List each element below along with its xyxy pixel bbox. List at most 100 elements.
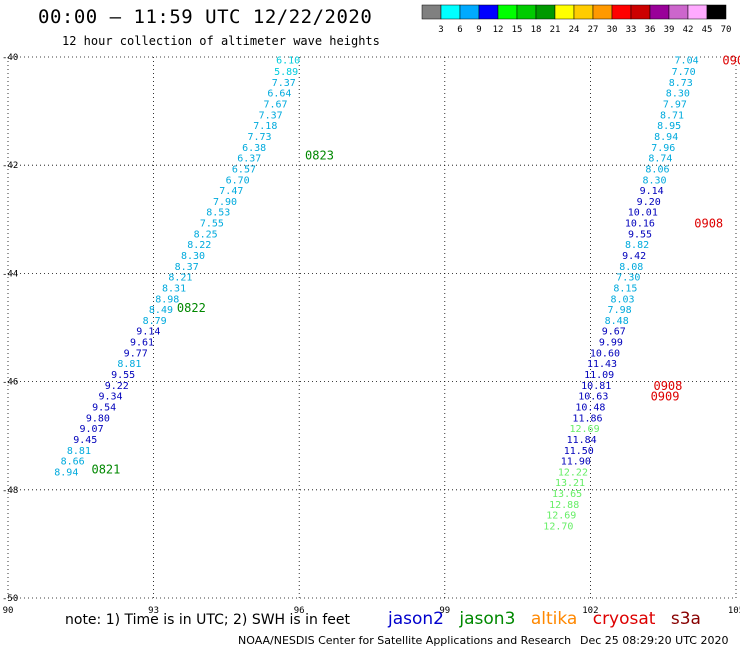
scale-tick-label: 30 [607, 25, 618, 35]
scale-swatch [687, 4, 708, 20]
scale-swatch [554, 4, 575, 20]
wave-height-value: 8.79 [143, 316, 167, 327]
wave-height-value: 11.90 [561, 457, 591, 468]
scale-swatch [649, 4, 670, 20]
wave-height-value: 9.55 [111, 370, 135, 381]
wave-height-value: 7.18 [253, 121, 277, 132]
scale-tick-label: 3 [438, 25, 443, 35]
wave-height-value: 8.82 [625, 240, 649, 251]
wave-height-value: 12.69 [570, 424, 600, 435]
wave-height-value: 8.25 [194, 229, 218, 240]
chart-title: 00:00 – 11:59 UTC 12/22/2020 [38, 6, 373, 28]
wave-height-value: 9.77 [124, 348, 148, 359]
scale-tick-label: (ft) [738, 25, 740, 35]
scale-tick-label: 9 [476, 25, 481, 35]
pass-time-label: 0907 [722, 54, 740, 68]
y-tick-label: -40 [2, 53, 18, 63]
scale-swatch [421, 4, 442, 20]
wave-height-value: 12.88 [549, 500, 579, 511]
wave-height-value: 7.73 [247, 132, 271, 143]
wave-height-value: 10.63 [578, 392, 608, 403]
scale-swatch [611, 4, 632, 20]
wave-height-value: 8.81 [117, 359, 141, 370]
scale-tick-label: 18 [531, 25, 542, 35]
wave-height-value: 8.49 [149, 305, 173, 316]
y-tick-label: -44 [2, 269, 18, 279]
wave-height-value: 7.37 [259, 110, 283, 121]
wave-height-value: 6.70 [226, 175, 250, 186]
wave-height-value: 9.99 [599, 338, 623, 349]
wave-height-value: 8.48 [605, 316, 629, 327]
wave-height-value: 9.20 [637, 197, 661, 208]
wave-height-value: 6.37 [237, 154, 261, 165]
wave-height-value: 8.94 [654, 132, 678, 143]
wave-height-value: 8.71 [660, 110, 684, 121]
footer-credit: NOAA/NESDIS Center for Satellite Applica… [238, 634, 572, 647]
footer-timestamp: Dec 25 08:29:20 UTC 2020 [580, 634, 729, 647]
wave-height-value: 7.70 [672, 67, 696, 78]
wave-height-value: 9.42 [622, 251, 646, 262]
wave-height-value: 5.89 [274, 67, 298, 78]
wave-height-value: 7.04 [675, 56, 699, 67]
x-tick-label: 99 [439, 606, 450, 616]
wave-height-value: 10.01 [628, 208, 658, 219]
y-tick-label: -42 [2, 161, 18, 171]
satellite-jason2: jason2 [388, 609, 444, 629]
pass-time-label: 0908 [653, 379, 682, 393]
scale-tick-label: 15 [512, 25, 523, 35]
wave-height-value: 10.48 [575, 402, 605, 413]
wave-height-value: 9.14 [136, 327, 160, 338]
wave-height-value: 7.47 [219, 186, 243, 197]
wave-height-value: 6.10 [276, 56, 300, 67]
wave-height-value: 10.81 [581, 381, 611, 392]
y-tick-label: -50 [2, 594, 18, 604]
wave-height-value: 9.61 [130, 338, 154, 349]
scale-swatch [516, 4, 537, 20]
wave-height-value: 7.90 [213, 197, 237, 208]
scale-tick-label: 6 [457, 25, 462, 35]
wave-height-value: 8.94 [54, 467, 78, 478]
wave-height-value: 13.65 [552, 489, 582, 500]
pass-time-label: 0823 [305, 148, 334, 162]
wave-height-value: 6.64 [267, 89, 291, 100]
wave-height-value: 8.37 [175, 262, 199, 273]
scale-swatch [706, 4, 727, 20]
wave-height-value: 11.43 [587, 359, 617, 370]
wave-height-value: 8.98 [155, 294, 179, 305]
wave-height-value: 8.66 [61, 457, 85, 468]
chart-subtitle: 12 hour collection of altimeter wave hei… [62, 34, 380, 48]
satellite-cryosat: cryosat [592, 609, 656, 629]
scale-tick-label: 21 [550, 25, 561, 35]
scale-tick-label: 24 [569, 25, 580, 35]
wave-height-value: 8.81 [67, 446, 91, 457]
scale-swatch [630, 4, 651, 20]
wave-height-value: 11.84 [567, 435, 597, 446]
wave-height-value: 10.60 [590, 348, 620, 359]
scale-swatch [573, 4, 594, 20]
scale-tick-label: 70 [721, 25, 732, 35]
wave-height-value: 6.38 [242, 143, 266, 154]
wave-height-value: 7.67 [263, 100, 287, 111]
wave-height-value: 7.96 [651, 143, 675, 154]
x-tick-label: 102 [582, 606, 598, 616]
wave-height-value: 13.21 [555, 478, 585, 489]
wave-height-value: 7.30 [616, 273, 640, 284]
wave-height-value: 8.30 [643, 175, 667, 186]
x-tick-label: 90 [3, 606, 14, 616]
wave-height-value: 8.73 [669, 78, 693, 89]
wave-height-value: 11.86 [572, 413, 602, 424]
wave-height-value: 9.55 [628, 229, 652, 240]
wave-height-value: 9.54 [92, 402, 116, 413]
wave-height-value: 8.21 [168, 273, 192, 284]
wave-height-value: 7.98 [608, 305, 632, 316]
satellite-s3a: s3a [670, 609, 701, 629]
scale-swatch [592, 4, 613, 20]
wave-height-value: 7.97 [663, 100, 687, 111]
x-tick-label: 96 [294, 606, 305, 616]
wave-height-value: 9.07 [80, 424, 104, 435]
wave-height-value: 8.31 [162, 283, 186, 294]
scale-swatch [459, 4, 480, 20]
scale-tick-label: 39 [664, 25, 675, 35]
wave-height-value: 8.03 [610, 294, 634, 305]
